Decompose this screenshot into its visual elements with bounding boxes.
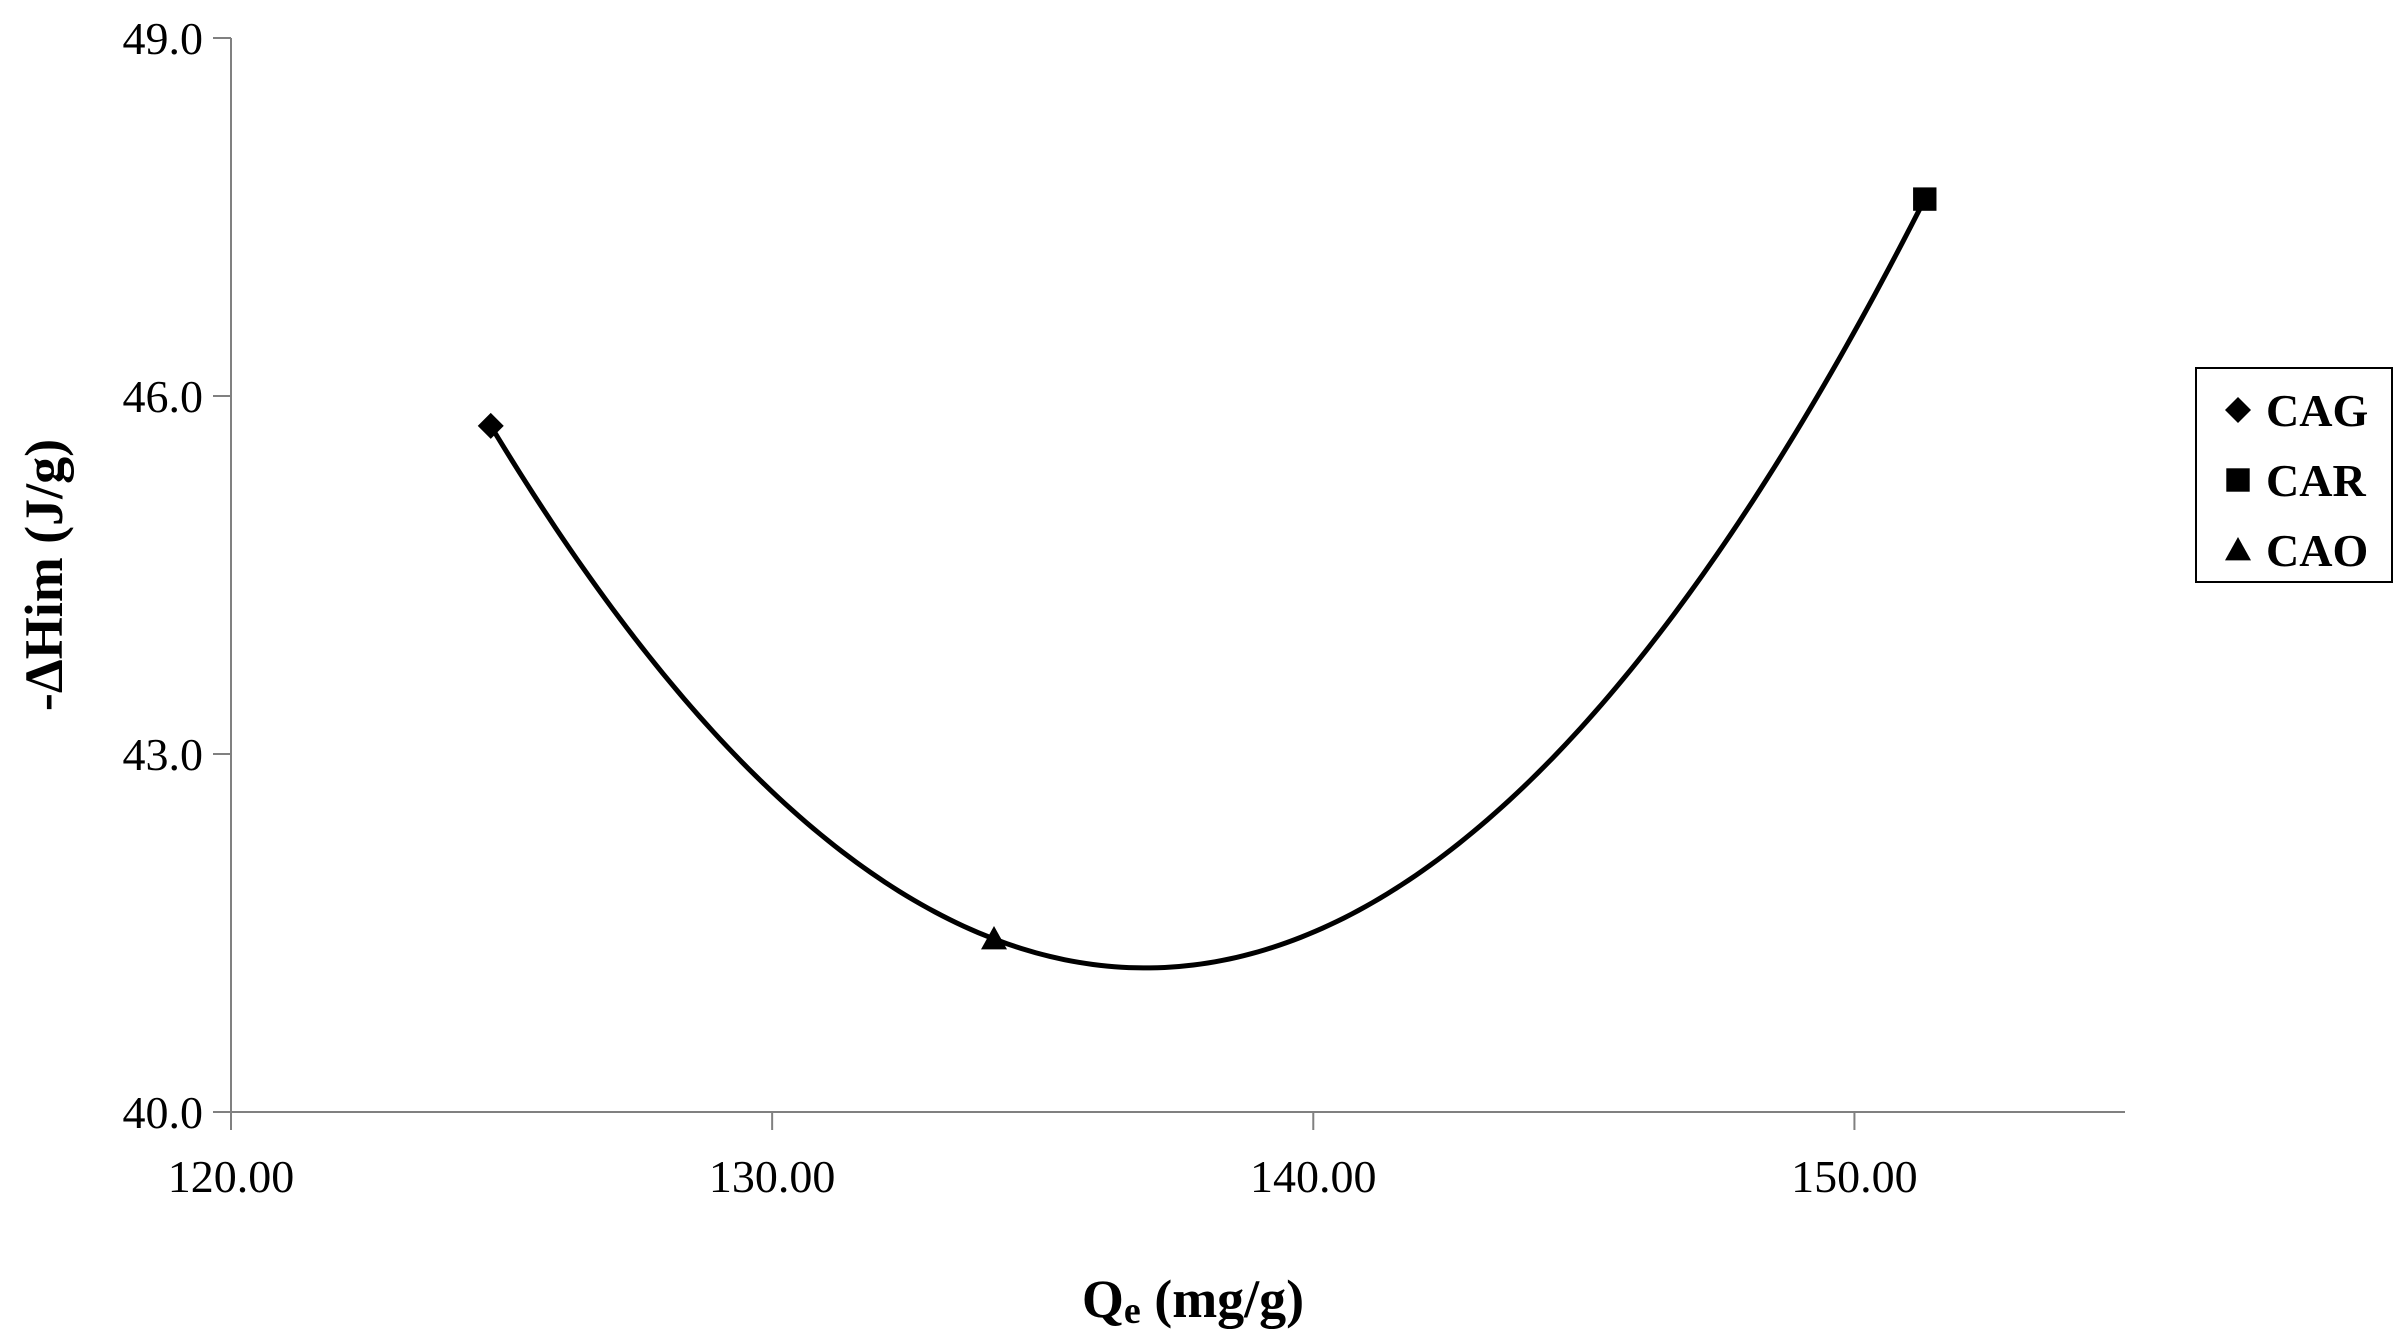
axes: 40.0 43.0 46.0 49.0 120.00 130.00 140.00 150.00	[123, 13, 2125, 1202]
x-axis-title-main: Q	[1082, 1269, 1124, 1329]
legend-label: CAO	[2266, 525, 2368, 576]
y-tick-label: 46.0	[123, 371, 204, 422]
x-axis-title-sub: e	[1124, 1290, 1141, 1332]
legend-marker-cag	[2225, 397, 2251, 423]
x-tick-label: 130.00	[709, 1151, 836, 1202]
legend-label: CAR	[2266, 455, 2366, 506]
x-tick-label: 140.00	[1250, 1151, 1377, 1202]
data-point-car	[1913, 187, 1937, 211]
legend: CAG CAR CAO	[2195, 367, 2393, 583]
legend-marker-cao	[2225, 537, 2251, 561]
legend-entry-cao: CAO	[2225, 525, 2368, 576]
x-axis-title: Qe (mg/g)	[1082, 1269, 1304, 1332]
data-point-cao	[981, 925, 1008, 950]
x-tick-label: 150.00	[1791, 1151, 1918, 1202]
data-point-cag	[477, 412, 504, 439]
x-tick-label: 120.00	[168, 1151, 295, 1202]
trendline	[488, 197, 1928, 971]
y-axis-title: -ΔHim (J/g)	[14, 439, 74, 711]
x-axis-title-unit: (mg/g)	[1141, 1269, 1304, 1329]
legend-marker-car	[2226, 468, 2250, 492]
y-tick-label: 43.0	[123, 729, 204, 780]
y-tick-label: 40.0	[123, 1087, 204, 1138]
y-tick-label: 49.0	[123, 13, 204, 64]
legend-entry-cag: CAG	[2225, 385, 2368, 436]
data-markers	[477, 187, 1937, 950]
legend-entry-car: CAR	[2226, 455, 2366, 506]
legend-label: CAG	[2266, 385, 2368, 436]
